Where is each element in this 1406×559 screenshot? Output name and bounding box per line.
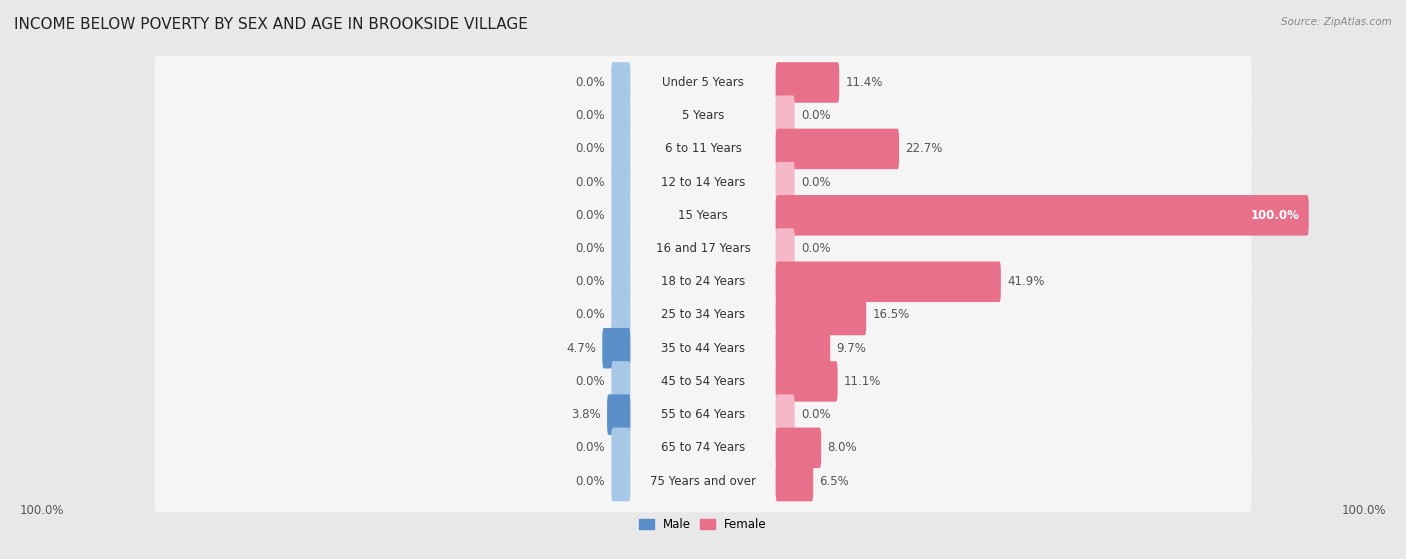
FancyBboxPatch shape xyxy=(776,361,838,402)
Text: 75 Years and over: 75 Years and over xyxy=(650,475,756,487)
FancyBboxPatch shape xyxy=(155,284,1251,346)
Text: 41.9%: 41.9% xyxy=(1007,275,1045,288)
FancyBboxPatch shape xyxy=(155,350,1251,413)
FancyBboxPatch shape xyxy=(776,96,794,136)
Text: 55 to 64 Years: 55 to 64 Years xyxy=(661,408,745,421)
FancyBboxPatch shape xyxy=(776,195,1309,235)
Text: 100.0%: 100.0% xyxy=(1343,504,1386,518)
Text: 0.0%: 0.0% xyxy=(575,275,605,288)
FancyBboxPatch shape xyxy=(155,250,1251,313)
Text: 0.0%: 0.0% xyxy=(575,475,605,487)
FancyBboxPatch shape xyxy=(776,228,794,269)
FancyBboxPatch shape xyxy=(612,295,630,335)
FancyBboxPatch shape xyxy=(776,62,839,103)
FancyBboxPatch shape xyxy=(776,461,813,501)
Text: 0.0%: 0.0% xyxy=(801,242,831,255)
Text: 35 to 44 Years: 35 to 44 Years xyxy=(661,342,745,355)
Text: 0.0%: 0.0% xyxy=(575,109,605,122)
Text: 0.0%: 0.0% xyxy=(575,76,605,89)
FancyBboxPatch shape xyxy=(612,96,630,136)
FancyBboxPatch shape xyxy=(776,262,1001,302)
FancyBboxPatch shape xyxy=(612,361,630,402)
Text: 6.5%: 6.5% xyxy=(820,475,849,487)
FancyBboxPatch shape xyxy=(155,151,1251,214)
FancyBboxPatch shape xyxy=(612,62,630,103)
FancyBboxPatch shape xyxy=(612,195,630,235)
FancyBboxPatch shape xyxy=(155,118,1251,180)
Text: 0.0%: 0.0% xyxy=(801,109,831,122)
Text: 11.1%: 11.1% xyxy=(844,375,882,388)
Text: 15 Years: 15 Years xyxy=(678,209,728,222)
FancyBboxPatch shape xyxy=(612,162,630,202)
FancyBboxPatch shape xyxy=(612,461,630,501)
Text: Source: ZipAtlas.com: Source: ZipAtlas.com xyxy=(1281,17,1392,27)
Text: 0.0%: 0.0% xyxy=(575,176,605,188)
FancyBboxPatch shape xyxy=(612,228,630,269)
FancyBboxPatch shape xyxy=(155,184,1251,247)
Text: 45 to 54 Years: 45 to 54 Years xyxy=(661,375,745,388)
FancyBboxPatch shape xyxy=(155,84,1251,147)
Text: 100.0%: 100.0% xyxy=(1250,209,1299,222)
Text: 0.0%: 0.0% xyxy=(575,209,605,222)
Text: 9.7%: 9.7% xyxy=(837,342,866,355)
FancyBboxPatch shape xyxy=(612,129,630,169)
Text: 12 to 14 Years: 12 to 14 Years xyxy=(661,176,745,188)
FancyBboxPatch shape xyxy=(155,51,1251,113)
FancyBboxPatch shape xyxy=(602,328,630,368)
Text: 5 Years: 5 Years xyxy=(682,109,724,122)
FancyBboxPatch shape xyxy=(155,217,1251,280)
Text: 16 and 17 Years: 16 and 17 Years xyxy=(655,242,751,255)
FancyBboxPatch shape xyxy=(607,394,630,435)
Text: 25 to 34 Years: 25 to 34 Years xyxy=(661,309,745,321)
Text: 0.0%: 0.0% xyxy=(801,408,831,421)
Text: 6 to 11 Years: 6 to 11 Years xyxy=(665,143,741,155)
FancyBboxPatch shape xyxy=(776,394,794,435)
Text: 3.8%: 3.8% xyxy=(571,408,600,421)
FancyBboxPatch shape xyxy=(776,162,794,202)
Text: 0.0%: 0.0% xyxy=(575,375,605,388)
FancyBboxPatch shape xyxy=(776,129,898,169)
FancyBboxPatch shape xyxy=(155,416,1251,479)
FancyBboxPatch shape xyxy=(155,383,1251,446)
FancyBboxPatch shape xyxy=(612,428,630,468)
Legend: Male, Female: Male, Female xyxy=(634,513,772,536)
FancyBboxPatch shape xyxy=(776,328,830,368)
Text: 22.7%: 22.7% xyxy=(905,143,943,155)
Text: INCOME BELOW POVERTY BY SEX AND AGE IN BROOKSIDE VILLAGE: INCOME BELOW POVERTY BY SEX AND AGE IN B… xyxy=(14,17,527,32)
FancyBboxPatch shape xyxy=(155,450,1251,512)
Text: 16.5%: 16.5% xyxy=(873,309,910,321)
Text: 18 to 24 Years: 18 to 24 Years xyxy=(661,275,745,288)
Text: 0.0%: 0.0% xyxy=(575,309,605,321)
Text: 4.7%: 4.7% xyxy=(567,342,596,355)
Text: Under 5 Years: Under 5 Years xyxy=(662,76,744,89)
Text: 0.0%: 0.0% xyxy=(575,242,605,255)
Text: 11.4%: 11.4% xyxy=(845,76,883,89)
FancyBboxPatch shape xyxy=(612,262,630,302)
FancyBboxPatch shape xyxy=(776,295,866,335)
FancyBboxPatch shape xyxy=(776,428,821,468)
Text: 100.0%: 100.0% xyxy=(20,504,63,518)
Text: 0.0%: 0.0% xyxy=(575,143,605,155)
Text: 65 to 74 Years: 65 to 74 Years xyxy=(661,442,745,454)
Text: 0.0%: 0.0% xyxy=(575,442,605,454)
FancyBboxPatch shape xyxy=(155,317,1251,380)
Text: 8.0%: 8.0% xyxy=(828,442,858,454)
Text: 0.0%: 0.0% xyxy=(801,176,831,188)
